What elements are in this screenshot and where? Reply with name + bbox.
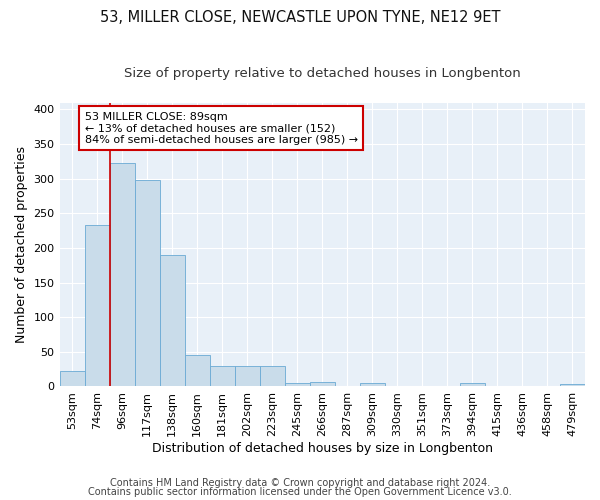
Title: Size of property relative to detached houses in Longbenton: Size of property relative to detached ho… [124, 68, 521, 80]
Y-axis label: Number of detached properties: Number of detached properties [15, 146, 28, 343]
Text: 53, MILLER CLOSE, NEWCASTLE UPON TYNE, NE12 9ET: 53, MILLER CLOSE, NEWCASTLE UPON TYNE, N… [100, 10, 500, 25]
Bar [310, 382, 335, 386]
Bar [235, 366, 260, 386]
Bar [85, 225, 110, 386]
X-axis label: Distribution of detached houses by size in Longbenton: Distribution of detached houses by size … [152, 442, 493, 455]
Bar [285, 383, 310, 386]
Bar [160, 255, 185, 386]
Text: Contains HM Land Registry data © Crown copyright and database right 2024.: Contains HM Land Registry data © Crown c… [110, 478, 490, 488]
Bar [209, 366, 235, 386]
Text: Contains public sector information licensed under the Open Government Licence v3: Contains public sector information licen… [88, 487, 512, 497]
Bar [260, 366, 285, 386]
Bar [110, 163, 134, 386]
Bar [560, 384, 585, 386]
Bar [59, 370, 85, 386]
Bar [360, 383, 385, 386]
Bar [185, 356, 209, 386]
Text: 53 MILLER CLOSE: 89sqm
← 13% of detached houses are smaller (152)
84% of semi-de: 53 MILLER CLOSE: 89sqm ← 13% of detached… [85, 112, 358, 144]
Bar [134, 180, 160, 386]
Bar [460, 383, 485, 386]
